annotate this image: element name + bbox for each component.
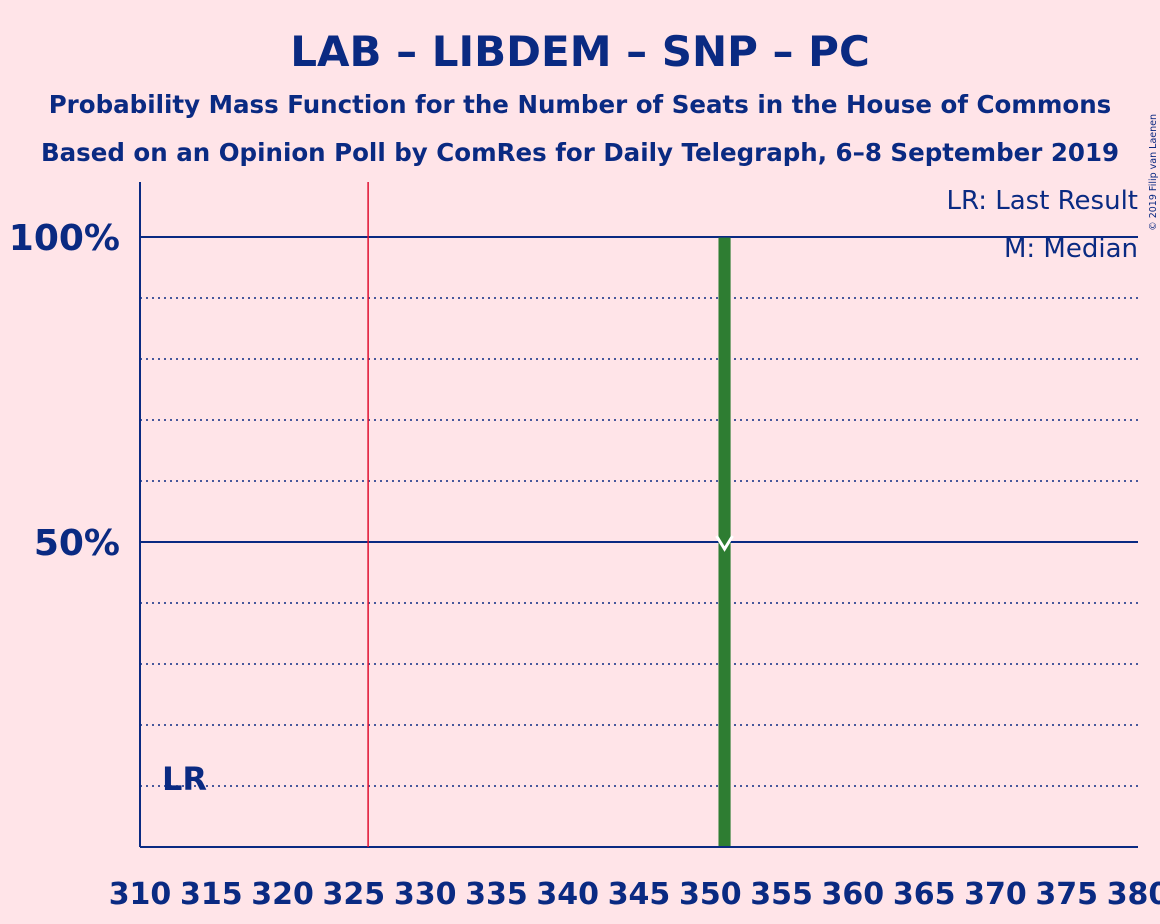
x-tick-340: 340 — [536, 877, 599, 912]
y-tick-100: 100% — [9, 218, 120, 259]
markers: LR — [162, 182, 734, 847]
x-tick-360: 360 — [822, 877, 885, 912]
chart-subtitle-poll: Based on an Opinion Poll by ComRes for D… — [41, 138, 1119, 167]
x-tick-375: 375 — [1035, 877, 1098, 912]
copyright-notice: © 2019 Filip van Laenen — [1148, 114, 1159, 231]
x-tick-370: 370 — [964, 877, 1027, 912]
x-tick-350: 350 — [679, 877, 742, 912]
x-tick-325: 325 — [323, 877, 386, 912]
x-tick-315: 315 — [180, 877, 243, 912]
x-tick-330: 330 — [394, 877, 457, 912]
x-tick-320: 320 — [251, 877, 314, 912]
x-tick-335: 335 — [465, 877, 528, 912]
legend-median: M: Median — [1004, 234, 1138, 264]
median-marker — [715, 535, 734, 552]
chart-title: LAB – LIBDEM – SNP – PC — [290, 27, 870, 76]
last-result-label: LR — [162, 760, 207, 798]
y-tick-50: 50% — [34, 523, 120, 564]
bars — [718, 237, 731, 848]
x-tick-380: 380 — [1107, 877, 1160, 912]
bar-351 — [718, 237, 731, 848]
tick-labels: 310 315 320 325 330 335 340 345 350 355 360 365 370 3… — [9, 218, 1160, 912]
x-tick-355: 355 — [750, 877, 813, 912]
x-tick-310: 310 — [109, 877, 172, 912]
axes — [139, 182, 1138, 848]
x-tick-345: 345 — [608, 877, 671, 912]
chart-subtitle: Probability Mass Function for the Number… — [49, 90, 1112, 119]
legend-last-result: LR: Last Result — [946, 186, 1138, 216]
gridlines — [140, 236, 1138, 787]
x-tick-365: 365 — [893, 877, 956, 912]
